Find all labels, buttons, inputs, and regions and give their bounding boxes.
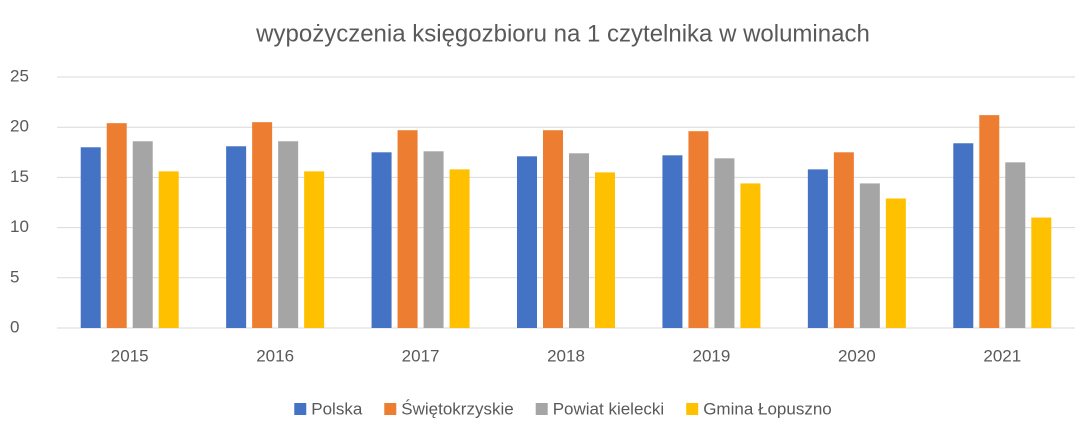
- bar: [449, 169, 470, 328]
- bar: [158, 171, 179, 328]
- y-tick-label: 15: [10, 167, 29, 186]
- bar: [1031, 217, 1052, 328]
- bar: [688, 131, 709, 328]
- bar: [252, 122, 273, 329]
- legend-swatch: [294, 403, 307, 415]
- bar: [833, 152, 854, 328]
- bar: [423, 151, 444, 328]
- bar: [304, 171, 325, 328]
- bar: [543, 130, 563, 328]
- legend-label: Polska: [311, 399, 363, 418]
- bar: [595, 172, 615, 328]
- bar: [80, 147, 101, 328]
- y-tick-label: 5: [10, 267, 19, 286]
- x-tick-label: 2016: [256, 346, 294, 365]
- bar: [569, 153, 589, 328]
- bar: [1005, 162, 1026, 328]
- bar: [371, 152, 392, 328]
- x-tick-label: 2021: [983, 346, 1021, 365]
- bar: [807, 169, 828, 328]
- chart-title: wypożyczenia księgozbioru na 1 czytelnik…: [255, 20, 870, 47]
- bar: [662, 155, 683, 328]
- y-tick-label: 0: [10, 317, 19, 336]
- x-tick-label: 2018: [547, 346, 585, 365]
- bar: [517, 156, 537, 328]
- legend-swatch: [686, 403, 699, 415]
- bar: [859, 183, 880, 328]
- bar: [714, 158, 735, 328]
- y-tick-label: 20: [10, 117, 29, 136]
- bar: [132, 141, 153, 328]
- bar: [979, 115, 1000, 328]
- x-tick-label: 2015: [111, 346, 149, 365]
- legend-swatch: [535, 403, 548, 415]
- legend-label: Gmina Łopuszno: [703, 399, 832, 418]
- x-tick-label: 2017: [402, 346, 440, 365]
- bar: [278, 141, 299, 328]
- bar: [953, 143, 974, 328]
- y-tick-label: 25: [10, 66, 29, 85]
- x-tick-label: 2020: [838, 346, 876, 365]
- x-tick-label: 2019: [693, 346, 731, 365]
- bar: [226, 146, 247, 328]
- legend-label: Świętokrzyskie: [401, 399, 513, 418]
- legend-label: Powiat kielecki: [553, 399, 665, 418]
- bar: [397, 130, 418, 328]
- bar: [106, 123, 127, 329]
- bar: [740, 183, 761, 328]
- y-tick-label: 10: [10, 217, 29, 236]
- legend-swatch: [384, 403, 397, 415]
- bar: [885, 198, 906, 328]
